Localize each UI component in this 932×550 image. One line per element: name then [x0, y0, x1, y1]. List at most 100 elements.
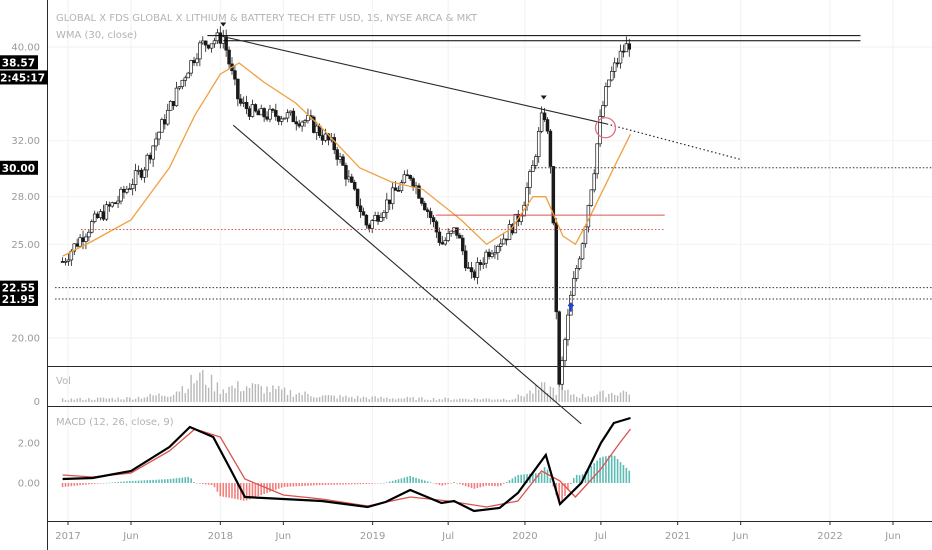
candle: [180, 79, 185, 90]
volume-bar: [564, 390, 566, 402]
candle: [598, 109, 602, 148]
time-tick-label: Jun: [122, 531, 139, 542]
volume-bar: [187, 388, 189, 402]
candle: [548, 128, 553, 174]
candle-body: [113, 202, 117, 205]
price-tick-label: 20.00: [11, 334, 40, 345]
macd-histogram-bar: [310, 483, 312, 486]
volume-bar: [353, 398, 356, 402]
volume-bar: [500, 399, 502, 402]
volume-bar: [190, 374, 192, 402]
volume-bar: [613, 394, 616, 402]
candle: [142, 166, 147, 183]
candle: [609, 66, 614, 82]
volume-bar: [409, 397, 411, 402]
volume-bar: [444, 397, 446, 402]
candle: [195, 53, 199, 67]
volume-bar: [438, 398, 441, 402]
candle-body: [551, 166, 556, 224]
macd-histogram-bar: [444, 483, 447, 485]
time-tick-label: 2022: [817, 531, 842, 542]
volume-bar: [473, 398, 476, 402]
macd-histogram-bar: [222, 483, 225, 497]
candle-body: [291, 110, 296, 123]
macd-histogram-bar: [479, 483, 482, 488]
macd-histogram-bar: [400, 478, 403, 483]
price-label-text: 30.00: [2, 163, 35, 175]
candle-body: [239, 98, 243, 104]
macd-histogram-bar: [175, 478, 178, 483]
candle: [627, 38, 632, 57]
macd-histogram-bar: [625, 467, 628, 483]
macd-histogram-bar: [99, 483, 102, 484]
macd-histogram-bar: [394, 480, 397, 483]
candle-body: [498, 243, 503, 247]
candle: [274, 103, 278, 121]
candle-body: [455, 227, 459, 236]
candle-body: [110, 202, 114, 207]
candle: [236, 78, 240, 107]
candle: [577, 256, 582, 271]
candle: [350, 173, 354, 183]
volume-bar: [590, 397, 593, 402]
candle: [282, 117, 287, 120]
price-label: 38.57: [0, 55, 38, 70]
macd-histogram-bar: [166, 479, 169, 483]
time-tick-label: 2019: [360, 531, 385, 542]
candle-body: [463, 250, 468, 269]
volume-bar: [558, 387, 560, 402]
volume-bar: [152, 395, 154, 402]
candle-body: [566, 314, 570, 341]
macd-histogram-bar: [426, 481, 429, 483]
macd-histogram-bar: [61, 483, 64, 487]
macd-histogram-bar: [567, 483, 569, 490]
candle: [528, 169, 532, 195]
volume-bar: [123, 399, 125, 402]
volume-bar: [517, 394, 519, 402]
candle: [352, 179, 357, 191]
candle: [592, 169, 596, 193]
candle-body: [604, 86, 608, 106]
macd-histogram-bar: [199, 483, 201, 484]
candle: [262, 107, 266, 122]
candle: [128, 183, 132, 191]
candle-body: [595, 143, 599, 175]
candle: [355, 188, 360, 209]
macd-histogram-bar: [359, 483, 362, 485]
candle: [133, 163, 138, 192]
candle-body: [66, 259, 71, 262]
volume-bar: [400, 398, 403, 402]
candle-body: [81, 237, 85, 242]
candle: [110, 201, 114, 208]
candle: [607, 79, 611, 88]
macd-histogram-bar: [540, 472, 543, 483]
candle-body: [379, 217, 383, 222]
candle-body: [180, 79, 185, 87]
macd-histogram-bar: [464, 483, 467, 487]
volume-bar: [412, 397, 414, 402]
time-tick-label: Jun: [732, 531, 749, 542]
price-label-bg: [0, 291, 38, 306]
candle-body: [92, 213, 97, 222]
macd-histogram-bar: [497, 483, 499, 487]
macd-histogram-bar: [561, 483, 563, 502]
candle: [285, 109, 290, 123]
volume-bar: [391, 398, 394, 402]
volume-bar: [476, 398, 479, 402]
volume-bar: [418, 397, 420, 402]
volume-bar: [231, 385, 233, 402]
macd-histogram-bar: [602, 456, 604, 483]
upper-trendline: [223, 36, 607, 125]
wma-line: [62, 62, 632, 257]
candle: [332, 133, 336, 155]
volume-bar: [330, 395, 333, 402]
candle: [583, 224, 588, 248]
candle: [145, 153, 150, 178]
macd-histogram-bar: [342, 483, 344, 485]
candle: [481, 257, 485, 270]
candle: [160, 117, 164, 133]
volume-bar: [397, 398, 400, 402]
volume-bar: [514, 398, 517, 402]
candle-body: [282, 117, 287, 120]
